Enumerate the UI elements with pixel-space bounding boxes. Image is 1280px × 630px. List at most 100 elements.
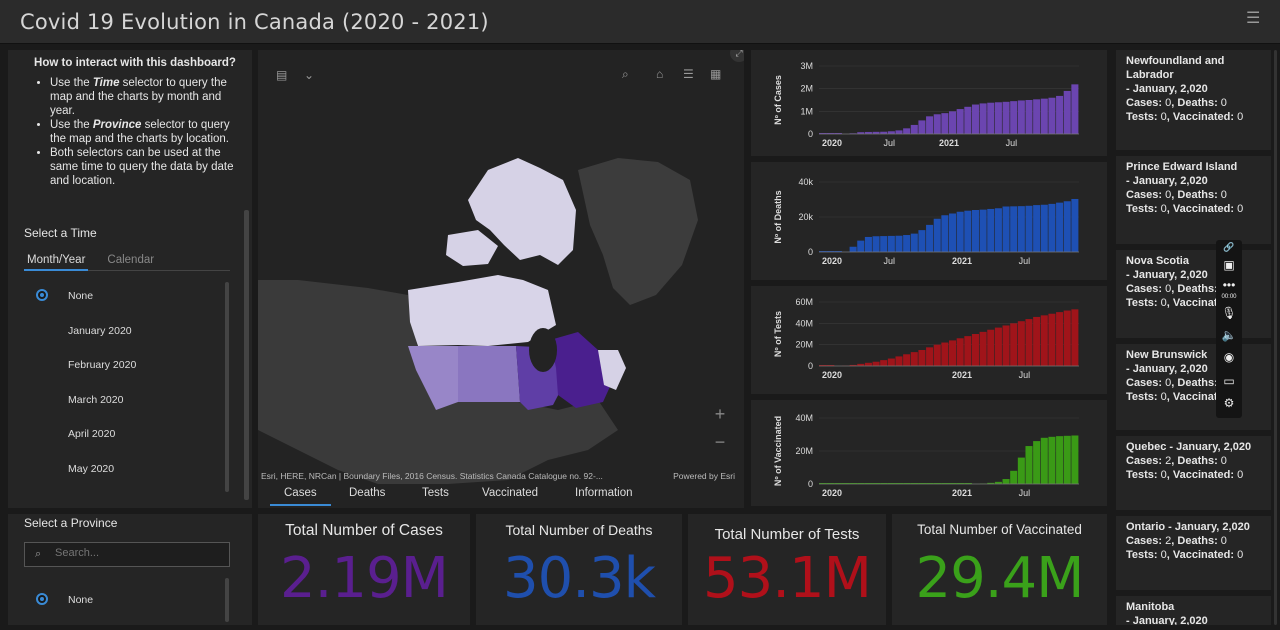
tab-month-year[interactable]: Month/Year (24, 251, 89, 271)
bar (956, 109, 964, 134)
province-name: Manitoba (1126, 601, 1175, 613)
webcam-icon[interactable]: ◉ (1223, 350, 1235, 364)
left-panel: How to interact with this dashboard? Use… (8, 50, 252, 625)
bar (1048, 313, 1056, 366)
hamburger-icon[interactable]: ☰ (1246, 10, 1261, 27)
y-tick-label: 3M (800, 61, 813, 71)
province-options-scrollbar[interactable] (225, 578, 229, 622)
x-tick-label: Jul (883, 256, 895, 266)
bar (1010, 470, 1018, 484)
bar (1056, 436, 1064, 484)
tab-vaccinated[interactable]: Vaccinated (482, 487, 539, 499)
province-list-panel: Newfoundland and Labrador - January, 2,02… (1116, 50, 1271, 625)
zoom-in-button[interactable]: + (714, 404, 726, 424)
layer-list-icon[interactable]: ▤ (276, 68, 288, 82)
province-search-input[interactable] (55, 547, 215, 559)
time-option[interactable]: March 2020 (68, 393, 124, 406)
x-tick-label: 2021 (952, 370, 972, 380)
bar (941, 113, 949, 134)
speaker-icon[interactable]: 🔈 (1221, 328, 1237, 342)
bar (1025, 446, 1033, 484)
deaths-chart[interactable]: Nº of Deaths 0 20k 40k 2020 Jul 2021 Jul (751, 162, 1107, 280)
x-tick-label: Jul (1019, 370, 1031, 380)
bar (880, 131, 888, 134)
y-tick-label: 1M (800, 106, 813, 116)
tab-cases[interactable]: Cases (270, 487, 331, 506)
map-canvas[interactable] (258, 50, 744, 484)
bar (819, 133, 827, 134)
radio-selected-icon[interactable] (36, 593, 48, 605)
time-option[interactable]: None (24, 282, 230, 317)
home-icon[interactable]: ⌂ (656, 67, 664, 81)
map-panel[interactable]: ▤ ⌄ ⌕ ⌂ ☰ ▦ ⤢ + − Esri, HERE, NRCan | Bo… (258, 50, 744, 484)
bar (994, 327, 1002, 366)
tab-deaths[interactable]: Deaths (349, 487, 386, 499)
time-option[interactable]: February 2020 (68, 359, 137, 371)
basemap-gallery-icon[interactable]: ▦ (710, 67, 722, 81)
x-tick-label: 2020 (822, 256, 842, 266)
tab-information[interactable]: Information (575, 487, 633, 499)
bar (956, 338, 964, 366)
bar (857, 240, 865, 252)
bar (1025, 205, 1033, 252)
bar (926, 224, 934, 252)
bar (910, 352, 918, 366)
x-tick-label: 2021 (939, 138, 959, 148)
bar (895, 235, 903, 252)
vaccinated-chart[interactable]: Nº of Vaccinated 0 20M 40M 2020 2021 Jul (751, 400, 1107, 506)
province-name: Newfoundland and Labrador (1126, 55, 1225, 81)
camera-icon[interactable]: ▣ (1223, 258, 1235, 272)
radio-selected-icon[interactable] (36, 289, 48, 301)
province-list-scrollbar[interactable] (1274, 50, 1277, 625)
bar (872, 483, 881, 484)
bar (903, 354, 911, 366)
recorder-toolbar: 🔗 ▣ ••• 00:00 🎙 🔈 ◉ ▭ ⚙ (1216, 240, 1242, 418)
search-icon[interactable]: ⌕ (622, 67, 629, 81)
province-search[interactable]: ⌕ (24, 542, 230, 567)
time-option[interactable]: April 2020 (68, 428, 116, 440)
y-tick-label: 20k (798, 212, 813, 222)
expand-icon[interactable]: ⤢ (730, 50, 744, 62)
settings-icon[interactable]: ⚙ (1223, 396, 1235, 410)
list-icon[interactable]: ☰ (683, 67, 694, 81)
bar (1017, 100, 1025, 134)
zoom-out-button[interactable]: − (714, 432, 726, 452)
bar (864, 362, 872, 366)
province-option[interactable]: None (24, 586, 230, 621)
left-panel-scrollbar[interactable] (244, 210, 249, 500)
province-card: Nova Scotia - January, 2,020 Cases: 0, Dea… (1126, 254, 1266, 310)
powered-by-esri[interactable]: Powered by Esri (673, 471, 735, 481)
chevron-down-icon[interactable]: ⌄ (304, 68, 315, 82)
bar (941, 342, 949, 366)
recorder-timer: 00:00 (1221, 294, 1237, 300)
bar (1002, 479, 1010, 484)
more-icon[interactable]: ••• (1222, 278, 1236, 292)
y-tick-label: 0 (808, 247, 813, 257)
province-cases-deaths: Cases: 0, Deaths: (1126, 377, 1218, 389)
x-tick-label: 2020 (822, 138, 842, 148)
link-icon[interactable]: 🔗 (1223, 242, 1235, 252)
bar (933, 344, 941, 366)
tab-calendar[interactable]: Calendar (107, 254, 155, 266)
province-card: Prince Edward Island - January, 2,020 Case… (1126, 160, 1266, 216)
y-tick-label: 40k (798, 177, 813, 187)
province-cases-deaths: Cases: 2, Deaths: 0 (1126, 535, 1227, 547)
bar (987, 329, 995, 366)
x-tick-label: 2021 (952, 256, 972, 266)
bar (857, 363, 865, 366)
microphone-icon[interactable]: 🎙 (1221, 306, 1237, 320)
bar (1033, 99, 1041, 134)
time-option[interactable]: May 2020 (68, 462, 115, 475)
screen-icon[interactable]: ▭ (1223, 374, 1235, 388)
tab-tests[interactable]: Tests (422, 487, 449, 499)
time-option[interactable]: January 2020 (68, 324, 132, 337)
bar (971, 104, 979, 134)
tests-chart[interactable]: Nº of Tests 0 20M 40M 60M 2020 2021 Jul (751, 286, 1107, 394)
stat-title: Total Number of Vaccinated (917, 522, 1082, 537)
x-tick-label: 2020 (822, 488, 842, 498)
time-selector-title: Select a Time (24, 226, 97, 240)
bar (880, 236, 888, 252)
cases-chart[interactable]: Nº of Cases 0 1M 2M 3M 2020 Jul 2021 Jul (751, 50, 1107, 156)
bar (979, 331, 987, 366)
time-options-scrollbar[interactable] (225, 282, 229, 492)
